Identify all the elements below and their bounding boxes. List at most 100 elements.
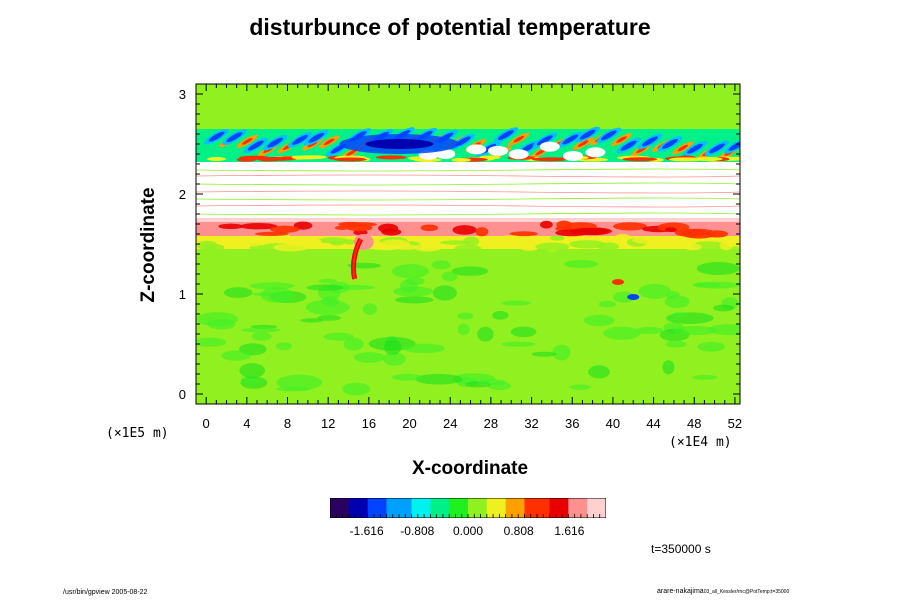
colorbar-cell xyxy=(518,498,525,518)
texture xyxy=(673,325,717,336)
texture xyxy=(453,244,482,253)
texture xyxy=(255,231,289,236)
texture xyxy=(239,222,278,230)
x-tick-label: 24 xyxy=(443,416,457,431)
texture xyxy=(334,225,350,230)
texture xyxy=(257,157,281,162)
texture xyxy=(221,350,252,361)
x-tick-label: 0 xyxy=(203,416,210,431)
texture xyxy=(207,319,236,330)
texture xyxy=(500,341,536,347)
texture xyxy=(298,155,327,160)
texture xyxy=(535,242,570,251)
heatmap-field xyxy=(196,84,740,404)
colorbar-cell xyxy=(405,498,413,518)
texture xyxy=(273,243,309,252)
texture xyxy=(342,382,371,396)
texture xyxy=(583,314,615,327)
texture xyxy=(692,374,718,380)
colorbar-cell xyxy=(367,498,375,518)
x-tick-label: 16 xyxy=(362,416,376,431)
texture xyxy=(664,227,677,233)
texture xyxy=(622,157,658,162)
texture xyxy=(564,259,598,268)
wave-crest xyxy=(222,129,258,148)
footer-left: /usr/bin/gpview 2005-08-22 xyxy=(63,589,148,596)
colorbar-cell xyxy=(580,498,588,518)
wave-crest xyxy=(304,129,340,149)
texture xyxy=(399,279,418,293)
texture xyxy=(569,384,591,390)
texture xyxy=(451,157,471,162)
colorbar-cell xyxy=(511,498,519,518)
colorbar-cell xyxy=(355,498,362,518)
texture xyxy=(330,240,345,246)
texture xyxy=(452,225,477,235)
texture xyxy=(531,351,557,357)
colorbar-cell xyxy=(486,498,494,518)
texture xyxy=(569,240,606,249)
wave-crest xyxy=(558,131,594,151)
texture xyxy=(635,326,664,334)
texture xyxy=(457,323,470,336)
texture xyxy=(343,239,356,245)
texture xyxy=(420,224,439,232)
texture xyxy=(368,337,416,351)
x-tick-label: 12 xyxy=(321,416,335,431)
texture xyxy=(196,337,227,347)
x-axis-label: X-coordinate xyxy=(411,458,529,479)
texture xyxy=(240,376,260,384)
texture xyxy=(692,157,723,162)
layer-line xyxy=(196,212,740,216)
texture xyxy=(719,241,734,251)
texture xyxy=(509,231,538,237)
texture xyxy=(354,352,385,363)
colorbar-cell xyxy=(549,498,557,518)
texture xyxy=(466,144,487,155)
texture xyxy=(381,228,402,236)
layer-line xyxy=(196,197,740,201)
colorbar-tick-label: 0.808 xyxy=(503,524,534,538)
texture xyxy=(306,284,344,291)
colorbar-cell xyxy=(474,498,482,518)
y-tick-label: 1 xyxy=(179,287,186,302)
texture xyxy=(510,326,537,338)
texture xyxy=(275,386,311,392)
texture xyxy=(394,296,434,304)
colorbar-cell xyxy=(386,498,394,518)
x-tick-label: 48 xyxy=(687,416,701,431)
texture xyxy=(338,221,362,227)
colorbar-cell xyxy=(543,498,551,518)
texture xyxy=(671,312,687,319)
texture xyxy=(494,235,534,245)
texture xyxy=(333,157,367,162)
texture xyxy=(236,157,257,162)
texture xyxy=(684,243,702,251)
x-tick-label: 32 xyxy=(524,416,538,431)
texture xyxy=(552,344,571,361)
x-tick-label: 20 xyxy=(402,416,416,431)
texture xyxy=(218,223,244,230)
texture xyxy=(531,157,568,162)
texture xyxy=(343,337,364,351)
x-tick-label: 44 xyxy=(646,416,660,431)
region-upper-background xyxy=(196,84,740,129)
texture xyxy=(223,287,253,298)
colorbar-cell xyxy=(442,498,450,518)
texture xyxy=(441,271,458,282)
layer-line xyxy=(196,190,740,194)
texture xyxy=(501,300,532,306)
axis-ticks xyxy=(196,84,740,404)
colorbar-cell xyxy=(568,498,576,518)
texture xyxy=(665,340,687,348)
feature-cold-blob-core xyxy=(365,139,434,149)
colorbar-cell xyxy=(593,498,601,518)
wave-crest xyxy=(596,127,633,147)
colorbar-cell xyxy=(599,498,606,518)
colorbar-cell xyxy=(574,498,582,518)
feature-plume xyxy=(350,234,374,280)
y-tick-label: 3 xyxy=(179,87,186,102)
texture xyxy=(562,150,583,161)
texture xyxy=(241,327,281,333)
texture xyxy=(451,266,489,276)
